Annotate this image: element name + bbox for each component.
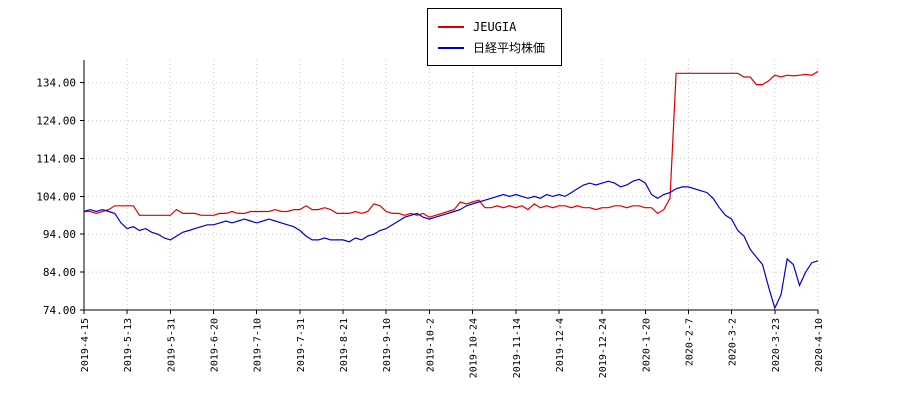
x-tick-label: 2020-4-10 xyxy=(814,318,825,372)
x-tick-label: 2020-3-23 xyxy=(771,318,782,372)
y-tick-label: 84.00 xyxy=(43,266,76,279)
legend-item-nikkei: 日経平均株価 xyxy=(438,37,545,58)
y-tick-label: 94.00 xyxy=(43,228,76,241)
y-tick-label: 124.00 xyxy=(36,115,76,128)
x-tick-label: 2019-5-31 xyxy=(166,318,177,372)
series-line-0 xyxy=(84,70,819,218)
x-tick-label: 2019-11-14 xyxy=(512,318,523,378)
y-tick-label: 74.00 xyxy=(43,304,76,317)
x-tick-label: 2019-12-4 xyxy=(555,318,566,372)
x-tick-label: 2019-4-15 xyxy=(80,318,91,372)
legend-label-jeugia: JEUGIA xyxy=(473,19,517,34)
legend-label-nikkei: 日経平均株価 xyxy=(473,41,546,55)
y-tick-label: 104.00 xyxy=(36,190,76,203)
legend: JEUGIA 日経平均株価 xyxy=(427,8,563,66)
x-tick-label: 2019-12-24 xyxy=(598,318,609,378)
x-tick-label: 2020-1-20 xyxy=(641,318,652,372)
x-tick-label: 2019-6-20 xyxy=(210,318,221,372)
x-tick-label: 2019-10-24 xyxy=(469,318,480,378)
x-tick-label: 2019-9-10 xyxy=(382,318,393,372)
x-tick-label: 2020-3-2 xyxy=(728,318,739,366)
legend-item-jeugia: JEUGIA xyxy=(438,16,545,37)
x-tick-label: 2019-7-10 xyxy=(253,318,264,372)
x-tick-label: 2019-8-21 xyxy=(339,318,350,372)
x-tick-label: 2019-7-31 xyxy=(296,318,307,372)
nikkei-line-swatch xyxy=(438,46,464,49)
y-tick-label: 134.00 xyxy=(36,77,76,90)
x-tick-label: 2019-5-13 xyxy=(123,318,134,372)
x-tick-label: 2020-2-7 xyxy=(684,318,695,366)
series-line-1 xyxy=(83,178,819,310)
jeugia-line-swatch xyxy=(438,25,464,28)
x-tick-label: 2019-10-2 xyxy=(425,318,436,372)
y-tick-label: 114.00 xyxy=(36,152,76,165)
